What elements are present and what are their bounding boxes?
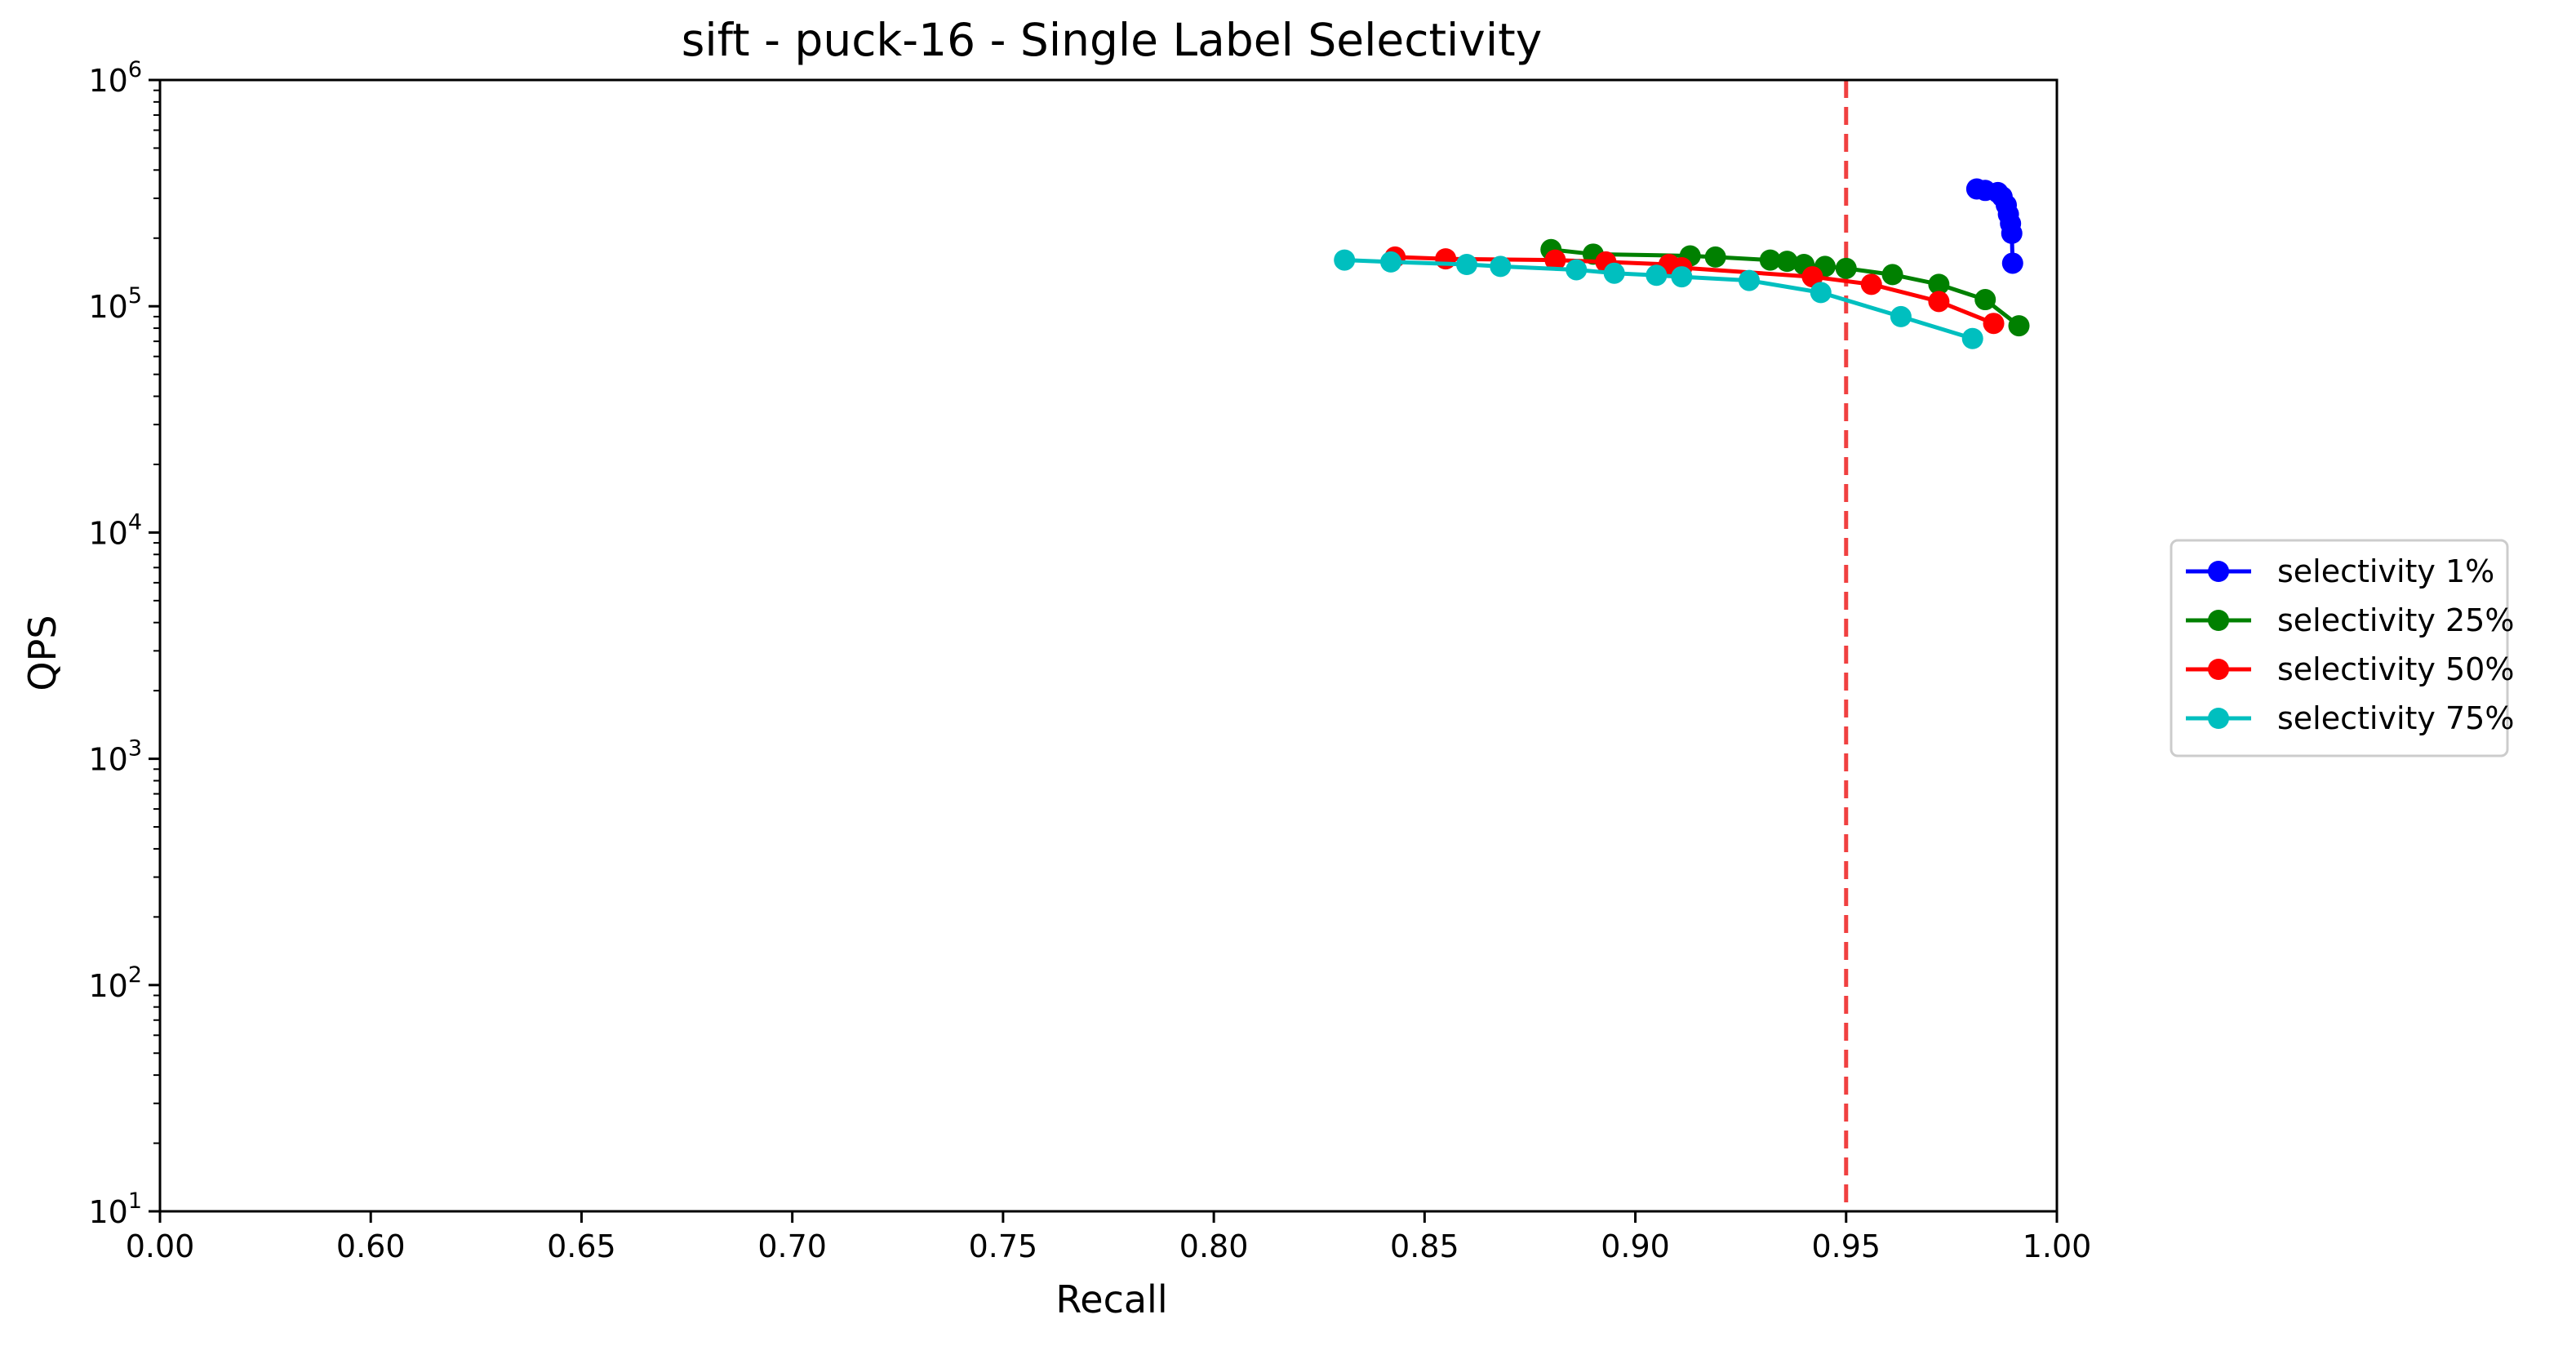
data-point (1881, 264, 1903, 286)
data-point (2001, 222, 2023, 244)
x-tick-label: 0.00 (126, 1228, 195, 1264)
x-tick-label: 1.00 (2023, 1228, 2092, 1264)
legend-label: selectivity 50% (2277, 651, 2514, 687)
series-line-4 (1344, 258, 1974, 341)
data-point (2001, 252, 2023, 274)
x-tick-label: 0.65 (547, 1228, 616, 1264)
y-tick-label: 101 (88, 1188, 142, 1230)
data-point (1928, 273, 1950, 295)
data-point (1490, 255, 1512, 278)
data-point (1435, 248, 1457, 270)
data-point (1603, 262, 1625, 284)
data-point (1890, 305, 1912, 327)
data-point (1544, 249, 1566, 271)
x-tick-label: 0.95 (1811, 1228, 1881, 1264)
y-tick-label: 104 (88, 509, 142, 551)
legend-marker (2208, 708, 2229, 729)
legend-label: selectivity 25% (2277, 602, 2514, 638)
legend-marker (2208, 610, 2229, 631)
data-point (1801, 266, 1823, 288)
data-point (1738, 269, 1760, 291)
y-tick-label: 106 (88, 57, 142, 99)
y-tick-label: 102 (88, 962, 142, 1004)
data-point (1646, 264, 1668, 287)
data-point (1566, 259, 1588, 281)
x-tick-label: 0.60 (336, 1228, 406, 1264)
legend-marker (2208, 561, 2229, 582)
data-point (1860, 273, 1882, 295)
data-point (1928, 291, 1950, 313)
x-tick-label: 0.85 (1390, 1228, 1459, 1264)
x-tick-label: 0.90 (1601, 1228, 1670, 1264)
legend: selectivity 1% selectivity 25% selectivity… (2170, 539, 2514, 757)
data-point (1380, 251, 1402, 273)
chart-title: sift - puck-16 - Single Label Selectivit… (682, 14, 1543, 66)
legend-label: selectivity 75% (2277, 700, 2514, 736)
series-layer (1334, 80, 2030, 1211)
data-point (1961, 327, 1983, 349)
data-point (1810, 282, 1832, 304)
axis-ticks: 0.00 0.60 0.65 0.70 0.75 0.80 0.85 0.90 0.95 1.00… (88, 57, 2091, 1264)
y-tick-label: 103 (88, 736, 142, 778)
legend-label: selectivity 1% (2277, 553, 2494, 589)
data-point (1334, 249, 1356, 271)
plot-frame (158, 78, 2059, 1213)
legend-marker (2208, 659, 2229, 680)
data-point (1759, 249, 1781, 271)
data-point (1455, 254, 1477, 276)
data-point (1704, 246, 1726, 268)
data-point (1974, 289, 1996, 311)
x-axis-label: Recall (1055, 1277, 1167, 1322)
x-tick-label: 0.80 (1179, 1228, 1249, 1264)
y-axis-label: QPS (20, 615, 64, 691)
data-point (1671, 266, 1693, 288)
data-point (1776, 251, 1798, 273)
y-tick-label: 105 (88, 283, 142, 325)
legend-box (2170, 539, 2509, 757)
data-point (2008, 315, 2030, 337)
x-tick-label: 0.70 (757, 1228, 827, 1264)
data-point (1835, 257, 1857, 279)
x-tick-label: 0.75 (969, 1228, 1038, 1264)
data-point (1983, 313, 2005, 335)
